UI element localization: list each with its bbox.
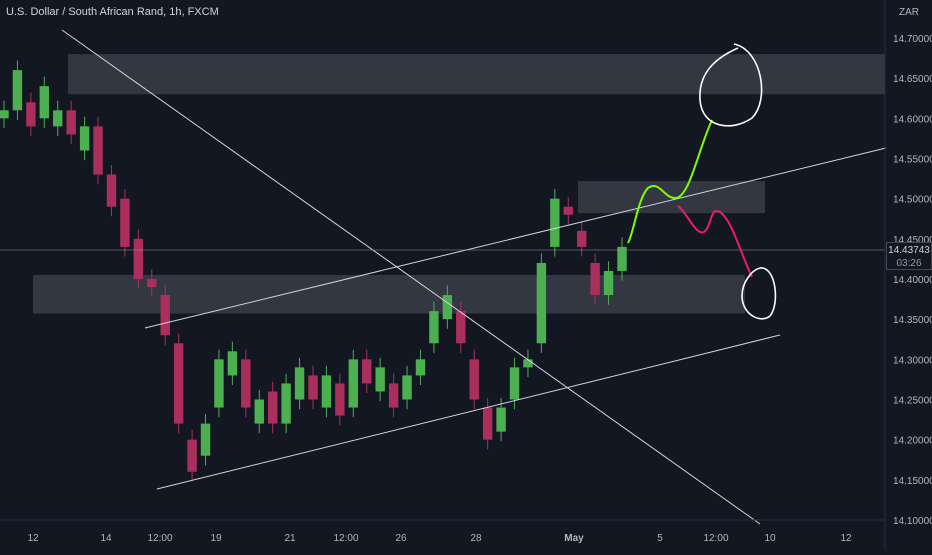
candle-body <box>590 262 600 296</box>
candle-body <box>523 359 533 368</box>
candle-body <box>308 375 318 400</box>
last-price-value: 14.43743 <box>888 245 930 256</box>
candle-body <box>160 295 170 336</box>
candle-body <box>0 110 9 119</box>
price-tick-label: 14.60000 <box>893 114 932 125</box>
zone-rect <box>33 274 745 314</box>
zone-rect <box>68 54 885 95</box>
candle-body <box>442 295 453 320</box>
price-tick-label: 14.40000 <box>893 275 932 286</box>
candle-body <box>469 359 479 400</box>
candle-body <box>267 391 278 424</box>
time-tick-label: 26 <box>395 533 407 544</box>
candle-body <box>187 439 197 472</box>
candle-body <box>39 86 50 119</box>
trendline-lower-channel <box>156 334 781 490</box>
price-tick-label: 14.15000 <box>893 476 932 487</box>
candle-body <box>133 238 144 279</box>
candle-body <box>362 359 372 384</box>
candle-body <box>429 311 439 344</box>
price-tick-label: 14.35000 <box>893 315 932 326</box>
candle-body <box>402 375 412 400</box>
price-tick-label: 14.65000 <box>893 74 932 85</box>
time-tick-label: 10 <box>764 533 776 544</box>
candle-body <box>120 198 130 247</box>
candle-body <box>563 206 573 215</box>
candle-body <box>496 407 506 432</box>
candle-body <box>536 262 547 344</box>
candle-body <box>214 359 224 408</box>
time-tick-label: 12:00 <box>147 533 172 544</box>
candle-body <box>241 359 251 408</box>
time-tick-label: 12 <box>27 533 39 544</box>
candle-body <box>200 423 211 456</box>
chart-title: U.S. Dollar / South African Rand, 1h, FX… <box>6 6 219 18</box>
bar-countdown: 03:26 <box>896 258 922 269</box>
candle-body <box>375 367 385 392</box>
last-price-tag: 14.43743 03:26 <box>886 242 932 270</box>
price-tick-label: 14.20000 <box>893 436 932 447</box>
price-tick-label: 14.55000 <box>893 155 932 166</box>
price-tick-label: 14.10000 <box>893 516 932 527</box>
candle-body <box>550 198 560 247</box>
target-circle-lower <box>741 267 777 320</box>
time-tick-label: 28 <box>470 533 482 544</box>
candle-body <box>173 343 184 424</box>
candle-body <box>617 246 627 271</box>
currency-label: ZAR <box>899 7 919 18</box>
time-tick-label: 14 <box>100 533 112 544</box>
candle-body <box>576 230 587 247</box>
candle-body <box>456 311 466 344</box>
candle-body <box>26 102 36 127</box>
time-tick-label: 12:00 <box>333 533 358 544</box>
candle-body <box>603 270 614 296</box>
time-tick-label: May <box>564 533 584 544</box>
candle-body <box>227 351 238 376</box>
price-tick-label: 14.70000 <box>893 34 932 45</box>
price-tick-label: 14.45000 <box>893 235 932 246</box>
time-tick-label: 19 <box>210 533 222 544</box>
candle-body <box>348 359 359 408</box>
candle-body <box>294 367 305 400</box>
bearish-projection-path <box>677 205 753 278</box>
trendline-upper-channel <box>144 147 887 329</box>
candle-body <box>321 375 332 408</box>
price-tick-label: 14.30000 <box>893 355 932 366</box>
candle-body <box>281 383 291 424</box>
time-tick-label: 12:00 <box>703 533 728 544</box>
candle-body <box>53 110 63 127</box>
candle-body <box>147 279 157 288</box>
price-tick-label: 14.50000 <box>893 195 932 206</box>
candle-body <box>335 383 345 416</box>
candle-body <box>12 70 23 111</box>
candle-body <box>388 383 399 408</box>
time-tick-label: 21 <box>284 533 296 544</box>
price-tick-label: 14.25000 <box>893 396 932 407</box>
target-circle-upper <box>699 43 763 127</box>
time-tick-label: 12 <box>840 533 852 544</box>
candle-body <box>509 367 520 400</box>
candle-body <box>79 126 90 151</box>
candle-body <box>93 126 103 175</box>
trendline-descending <box>61 29 761 525</box>
candle-body <box>106 174 117 207</box>
bullish-projection-path <box>627 119 713 244</box>
candle-body <box>254 399 264 424</box>
candle-body <box>482 407 493 440</box>
candle-body <box>66 110 76 135</box>
time-tick-label: 5 <box>657 533 663 544</box>
candle-body <box>415 359 426 376</box>
